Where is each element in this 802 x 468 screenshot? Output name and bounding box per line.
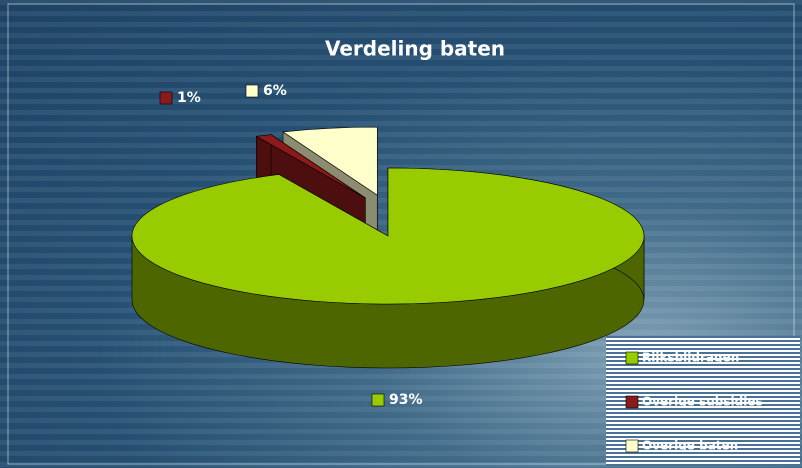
label-swatch (160, 92, 172, 104)
legend-swatch (626, 396, 638, 408)
chart: Verdeling baten Rijksbijdragen Overige su… (0, 0, 802, 468)
chart-title: Verdeling baten (325, 37, 505, 61)
slide: Verdeling baten Rijksbijdragen Overige su… (0, 0, 802, 468)
legend-label: Rijksbijdragen (642, 351, 739, 365)
legend-label: Overige subsidies (642, 395, 763, 409)
legend-label: Overige baten (642, 439, 738, 453)
label-swatch (372, 394, 384, 406)
legend: Rijksbijdragen Overige subsidies Overige b… (606, 336, 800, 466)
data-label: 6% (263, 83, 287, 99)
slice (132, 168, 644, 368)
legend-swatch (626, 352, 638, 364)
legend-swatch (626, 440, 638, 452)
pie (132, 127, 644, 368)
slice-top (132, 168, 644, 304)
data-label: 93% (389, 392, 423, 408)
data-label: 1% (177, 90, 201, 106)
label-swatch (246, 85, 258, 97)
